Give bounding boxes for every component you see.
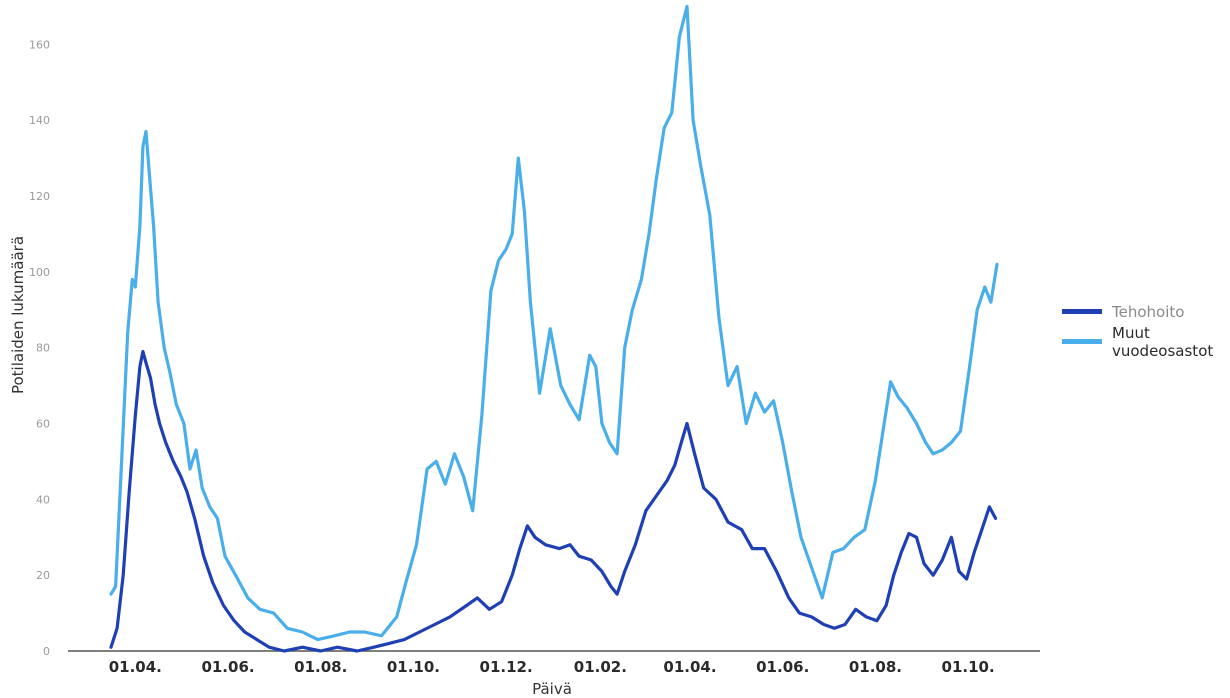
series-lines — [109, 4, 999, 653]
y-tick-label: 120 — [29, 190, 50, 203]
y-tick-labels: 0 20 40 60 80 100 120 140 160 — [29, 38, 50, 658]
y-tick-label: 160 — [29, 38, 50, 51]
legend: Tehohoito Muut vuodeosastot — [1062, 303, 1213, 360]
y-tick-label: 100 — [29, 266, 50, 279]
series-line-muut-vuodeosastot — [109, 4, 999, 642]
x-tick-label: 01.04. — [109, 658, 162, 676]
y-tick-label: 60 — [36, 418, 50, 431]
x-tick-label: 01.10. — [387, 658, 440, 676]
x-tick-label: 01.02. — [574, 658, 627, 676]
series-line-tehohoito — [109, 349, 998, 653]
x-tick-labels: 01.04. 01.06. 01.08. 01.10. 01.12. 01.02. 01.0… — [109, 658, 995, 676]
y-tick-label: 80 — [36, 342, 50, 355]
legend-label-tehohoito: Tehohoito — [1111, 303, 1184, 321]
x-tick-label: 01.04. — [663, 658, 716, 676]
x-tick-label: 01.10. — [942, 658, 995, 676]
x-tick-label: 01.06. — [201, 658, 254, 676]
legend-swatch-muut-vuodeosastot — [1062, 339, 1102, 344]
y-tick-label: 40 — [36, 493, 50, 506]
legend-swatch-tehohoito — [1062, 309, 1102, 314]
legend-label-line: Muut — [1112, 324, 1150, 342]
y-tick-label: 0 — [43, 645, 50, 658]
legend-label-muut-vuodeosastot: Muut vuodeosastot — [1112, 324, 1213, 360]
x-tick-label: 01.08. — [294, 658, 347, 676]
x-tick-label: 01.08. — [849, 658, 902, 676]
y-axis-title: Potilaiden lukumäärä — [9, 236, 27, 394]
x-axis-title: Päivä — [532, 680, 572, 698]
y-tick-label: 140 — [29, 114, 50, 127]
legend-label-line: vuodeosastot — [1112, 342, 1213, 360]
x-tick-label: 01.06. — [756, 658, 809, 676]
x-tick-label: 01.12. — [480, 658, 533, 676]
y-tick-label: 20 — [36, 569, 50, 582]
